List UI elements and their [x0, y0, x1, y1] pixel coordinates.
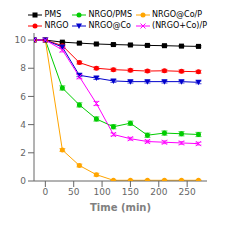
svg-text:10: 10	[15, 35, 27, 45]
svg-text:200: 200	[150, 187, 167, 197]
html-text:NRGO/PMS: NRGO/PMS	[88, 10, 132, 19]
html-text:NRGO: NRGO	[44, 21, 69, 30]
svg-text:50: 50	[68, 187, 80, 197]
svg-text:150: 150	[122, 187, 139, 197]
svg-text:2: 2	[20, 148, 26, 158]
html-text:NRGO@Co: NRGO@Co	[88, 21, 131, 30]
svg-text:Time (min): Time (min)	[90, 202, 151, 213]
svg-text:250: 250	[179, 187, 196, 197]
svg-text:4: 4	[20, 120, 26, 130]
html-text:(NRGO+Co)/P: (NRGO+Co)/P	[152, 21, 207, 30]
svg-text:6: 6	[20, 92, 26, 102]
svg-text:8: 8	[20, 63, 26, 73]
svg-text:0: 0	[20, 176, 26, 186]
html-text:NRGO@Co/P: NRGO@Co/P	[152, 10, 203, 19]
html-text:PMS: PMS	[44, 10, 62, 19]
svg-text:0: 0	[42, 187, 48, 197]
svg-text:100: 100	[93, 187, 110, 197]
